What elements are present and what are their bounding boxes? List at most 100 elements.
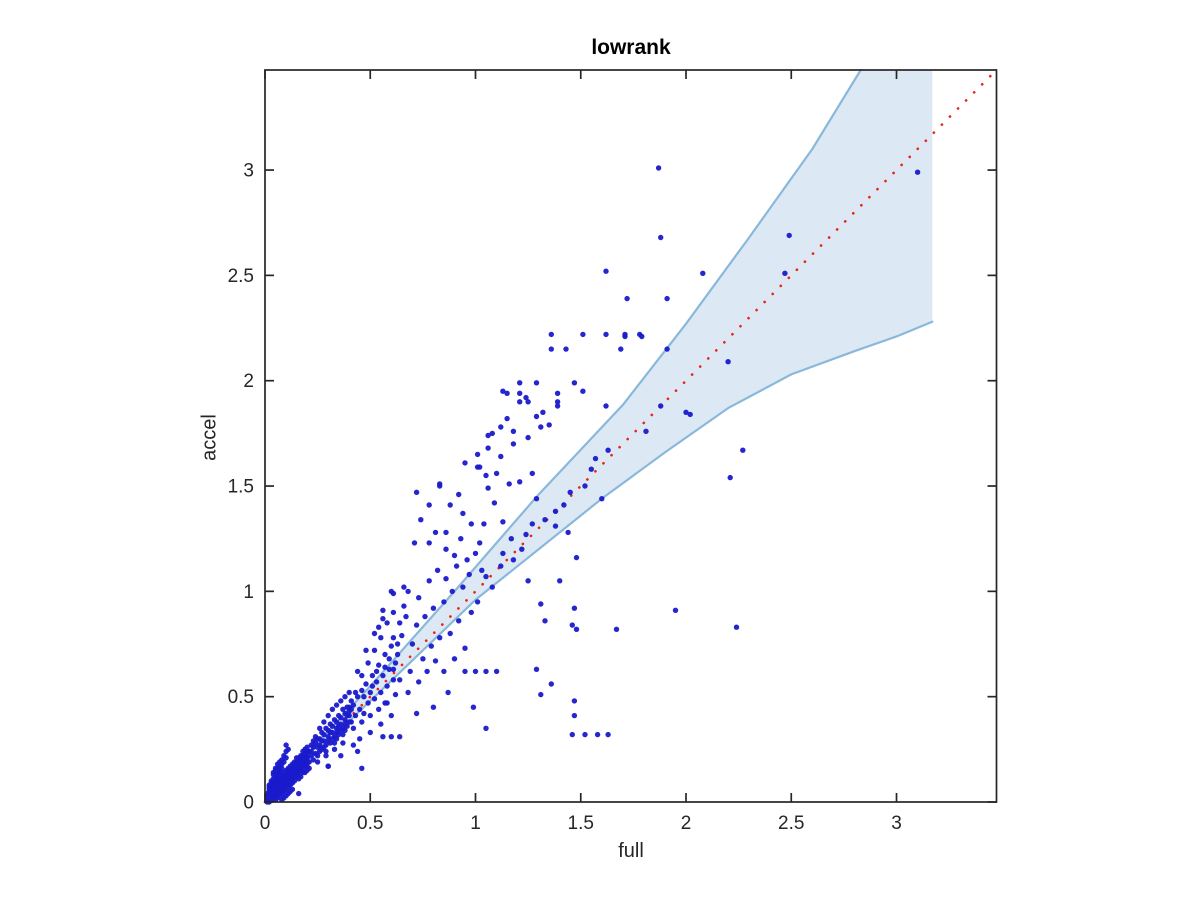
data-point [354,668,361,675]
x-tick-label: 2 [681,813,692,834]
data-point [683,409,689,415]
data-point [542,618,548,624]
data-point [437,481,443,487]
x-axis-label: full [618,840,644,862]
data-point [460,584,466,590]
data-point [321,738,327,744]
x-tick-label: 0 [260,813,271,834]
data-point [277,759,283,765]
data-point [456,618,462,624]
data-point [281,753,287,759]
data-point [474,464,481,470]
data-point [569,622,575,628]
data-point [346,712,352,719]
data-point [443,529,449,536]
data-point [323,748,329,755]
data-point [333,725,340,731]
data-point [397,677,403,683]
data-point [533,413,540,420]
data-point [420,656,426,662]
data-point [342,717,348,723]
data-point [485,485,491,491]
data-point [390,677,397,683]
data-point [369,683,376,689]
data-point [367,729,373,736]
data-point [323,753,329,759]
x-tick-label: 1 [470,813,481,834]
data-point [289,769,296,776]
data-point [483,472,489,479]
data-point [327,721,333,727]
data-point [733,624,740,630]
data-point [504,415,510,422]
data-point [357,706,363,712]
data-point [474,451,481,458]
data-point [277,793,283,799]
data-point [493,470,500,477]
data-point [333,702,340,708]
data-point [453,563,460,569]
data-point [474,599,481,605]
data-point [483,725,489,731]
data-point [359,687,365,694]
data-point [333,736,340,742]
data-point [603,268,609,274]
data-point [300,748,306,755]
data-point [658,403,664,409]
data-point [460,510,466,517]
data-point [523,394,529,401]
data-point [582,731,588,738]
data-point [350,725,357,731]
data-point [283,742,289,748]
data-point [310,738,317,744]
data-point [378,635,384,641]
data-point [369,672,376,679]
data-point [342,694,348,700]
data-point [603,403,609,409]
data-point [643,428,649,434]
data-point [354,694,361,700]
data-point [447,502,453,508]
data-point [538,691,544,698]
data-point [517,399,523,405]
data-point [599,496,605,502]
data-point [285,767,291,774]
data-point [289,786,296,793]
data-point [786,232,792,239]
data-point [371,647,378,653]
data-point [300,761,306,767]
data-point [491,500,498,506]
data-point [359,765,365,771]
data-point [422,613,428,620]
data-point [658,234,664,241]
data-point [485,445,491,451]
data-point [331,740,338,746]
data-point [352,712,359,719]
data-point [594,731,601,738]
data-point [382,700,388,706]
data-point [510,441,517,447]
data-point [373,679,380,685]
data-point [287,782,293,788]
data-point [308,742,314,748]
data-point [386,666,392,672]
data-point [538,601,544,607]
data-point [304,755,310,761]
data-point [472,550,479,557]
data-point [394,651,401,658]
data-point [413,622,420,628]
data-point [376,662,382,668]
x-tick-label: 0.5 [357,813,383,834]
data-point [338,698,344,704]
data-point [390,666,397,672]
data-point [392,660,399,666]
data-point [407,668,413,675]
x-tick-label: 2.5 [778,813,804,834]
data-point [384,620,390,626]
data-point [413,710,420,717]
data-point [359,719,365,725]
plot-title: lowrank [591,36,671,59]
data-point [447,630,453,637]
data-point [310,757,317,763]
